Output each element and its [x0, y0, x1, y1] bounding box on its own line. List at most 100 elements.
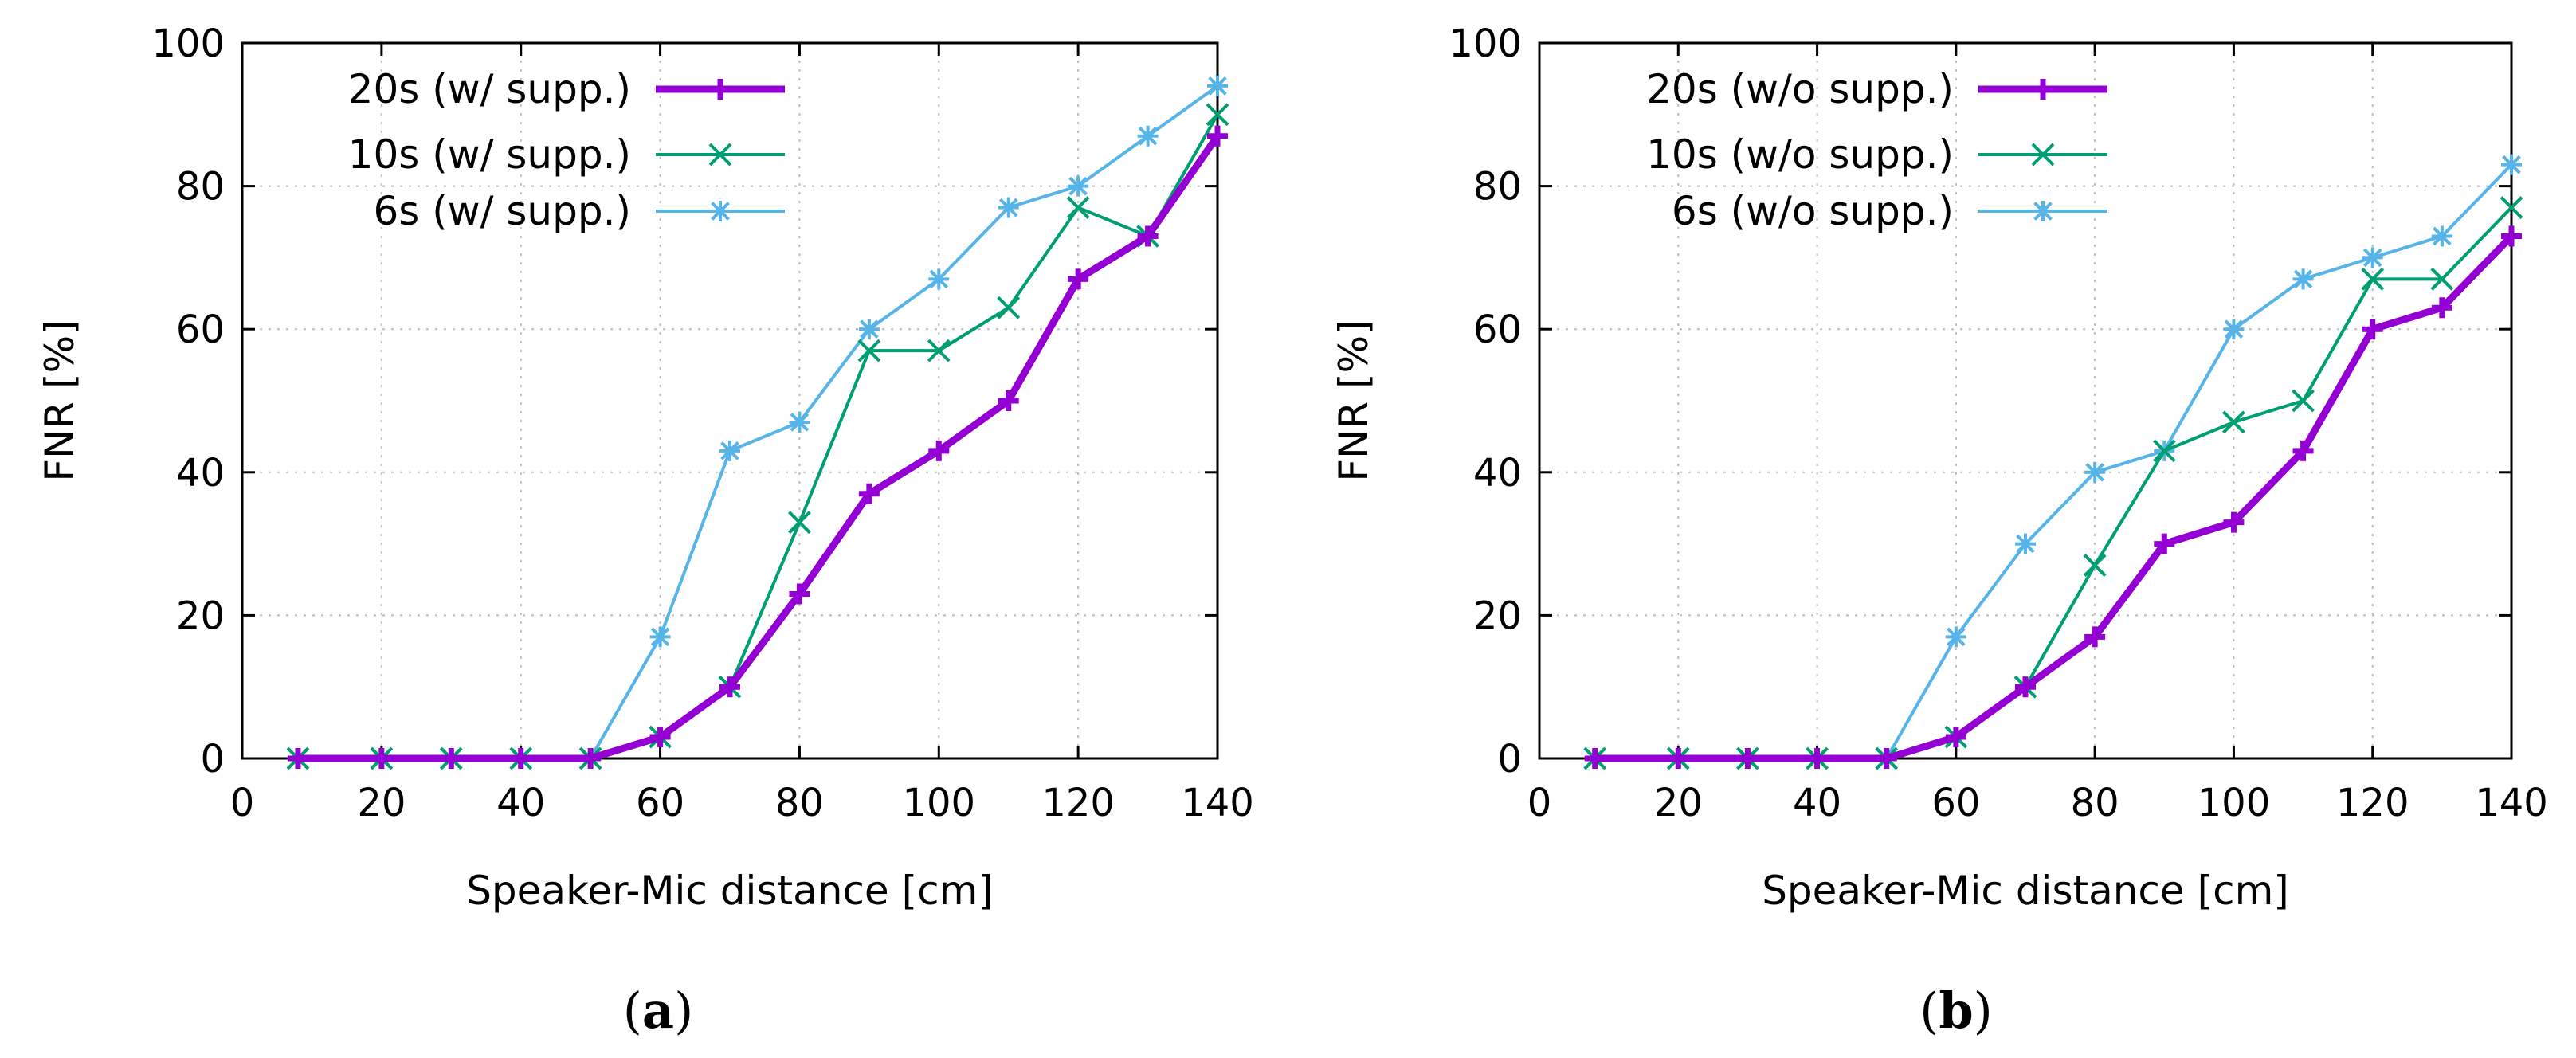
data-point-s6-d2 [2085, 462, 2104, 482]
data-point-s20 [928, 440, 950, 461]
data-point-s10 [2292, 389, 2315, 413]
data-point-s10 [2361, 267, 2385, 291]
data-point-s6-d2 [2362, 248, 2382, 268]
legend-label-s10: 10s (w/ supp.) [348, 131, 631, 178]
plot-frame [1538, 41, 2513, 760]
data-point-s6-d2 [1138, 126, 1158, 146]
data-point-s6-d2 [1208, 76, 1227, 96]
legend-marker-s6 [2033, 201, 2053, 221]
data-point-s6 [998, 197, 1019, 218]
data-point-s10-d2 [2222, 410, 2245, 434]
data-point-s6 [2084, 461, 2106, 483]
data-point-s6 [2292, 268, 2314, 290]
data-point-s6 [719, 440, 740, 461]
data-point-s20 [1137, 225, 1159, 247]
data-point-s20 [1876, 748, 1897, 769]
data-point-s6-d2 [2016, 534, 2035, 554]
data-point-s6 [2223, 319, 2245, 340]
caption-letter: b [1939, 982, 1973, 1040]
data-point-s6 [1207, 75, 1228, 96]
legend-marker-s6 [710, 201, 731, 221]
data-point-s20 [510, 748, 531, 769]
data-point-s6-d2 [860, 319, 879, 339]
data-point-s6-d2 [650, 627, 670, 647]
series-s6 [287, 75, 1228, 769]
series-line-s10 [1594, 206, 2513, 760]
data-point-s6-d2 [2224, 319, 2244, 339]
data-point-s6 [2015, 533, 2036, 554]
data-point-s20 [1207, 125, 1228, 147]
x-tick-label: 120 [2336, 781, 2409, 825]
x-tick-label: 100 [902, 781, 975, 825]
x-tick-label: 80 [2071, 781, 2119, 825]
data-point-s6-d2 [720, 441, 739, 460]
y-tick-label: 0 [200, 737, 225, 782]
y-tick-label: 100 [1449, 22, 1522, 66]
data-point-s20 [719, 676, 740, 698]
legend-marker-s20 [710, 79, 731, 100]
data-point-s10 [997, 296, 1021, 319]
y-axis-title: FNR [%] [1331, 319, 1377, 481]
data-point-s10-d2 [857, 339, 881, 362]
x-tick-label: 60 [636, 781, 684, 825]
data-point-s6-d2 [1947, 627, 1966, 647]
data-point-s10-d2 [2083, 554, 2107, 577]
x-tick-label: 20 [357, 781, 406, 825]
data-point-s20 [649, 727, 671, 748]
data-point-s10 [2430, 267, 2454, 291]
data-point-s6-d2 [2293, 269, 2313, 289]
data-point-s6 [649, 626, 671, 648]
legend-marker-s10 [708, 143, 732, 167]
caption: (a) [623, 982, 694, 1040]
x-tick-label: 140 [1181, 781, 1254, 825]
x-tick-label: 80 [775, 781, 824, 825]
legend-label-s6: 6s (w/ supp.) [373, 188, 631, 234]
data-point-s10 [927, 339, 951, 362]
data-point-s10 [2222, 410, 2245, 434]
legend-marker-s6-d2 [2033, 202, 2053, 221]
data-point-s20 [287, 748, 308, 769]
data-point-s10-d2 [2430, 267, 2454, 291]
legend-label-s20: 20s (w/o supp.) [1646, 66, 1954, 112]
data-point-s10-d2 [997, 296, 1021, 319]
data-point-s6 [1068, 175, 1089, 197]
series-s10 [1583, 196, 2523, 770]
caption: (b) [1919, 982, 1993, 1040]
data-point-s20 [580, 748, 602, 769]
caption-close-paren: ) [674, 982, 693, 1040]
data-point-s20 [1806, 748, 1828, 769]
series-s6 [1584, 154, 2522, 769]
legend-marker-s20 [2033, 79, 2053, 100]
data-point-s6-d2 [790, 413, 810, 432]
data-point-s6-d2 [2433, 226, 2452, 246]
x-tick-label: 40 [496, 781, 545, 825]
data-point-s20 [1668, 748, 1689, 769]
legend-label-s10: 10s (w/o supp.) [1646, 131, 1954, 178]
legend: 20s (w/o supp.) 10s (w/o supp.) 6s (w/o su… [1646, 66, 2107, 234]
x-tick-label: 40 [1793, 781, 1841, 825]
y-tick-label: 80 [1473, 165, 1522, 210]
legend-marker-s10-d2 [2031, 143, 2055, 167]
data-point-s20 [1068, 268, 1089, 290]
data-point-s10-d2 [788, 511, 811, 535]
legend-label-s20: 20s (w/ supp.) [348, 66, 631, 112]
data-point-s10-d2 [2152, 439, 2176, 463]
data-point-s10 [2083, 554, 2107, 577]
caption-open-paren: ( [623, 982, 642, 1040]
data-point-s20 [1945, 727, 1966, 748]
data-point-s6 [1137, 125, 1159, 147]
y-tick-label: 60 [1473, 308, 1522, 352]
series-s20 [1584, 225, 2522, 769]
data-point-s6 [2501, 154, 2522, 175]
data-point-s10-d2 [2292, 389, 2315, 413]
data-point-s10 [2152, 439, 2176, 463]
data-point-s6 [2431, 225, 2452, 247]
y-tick-label: 20 [1473, 594, 1522, 638]
legend: 20s (w/ supp.) 10s (w/ supp.) 6s (w/ supp.… [348, 66, 785, 234]
legend-marker-s10-d2 [708, 143, 732, 167]
series-line-s20 [1594, 233, 2515, 762]
caption-letter: a [642, 982, 674, 1040]
data-point-s10 [2500, 196, 2523, 219]
x-axis-title: Speaker-Mic distance [cm] [1762, 868, 2289, 914]
